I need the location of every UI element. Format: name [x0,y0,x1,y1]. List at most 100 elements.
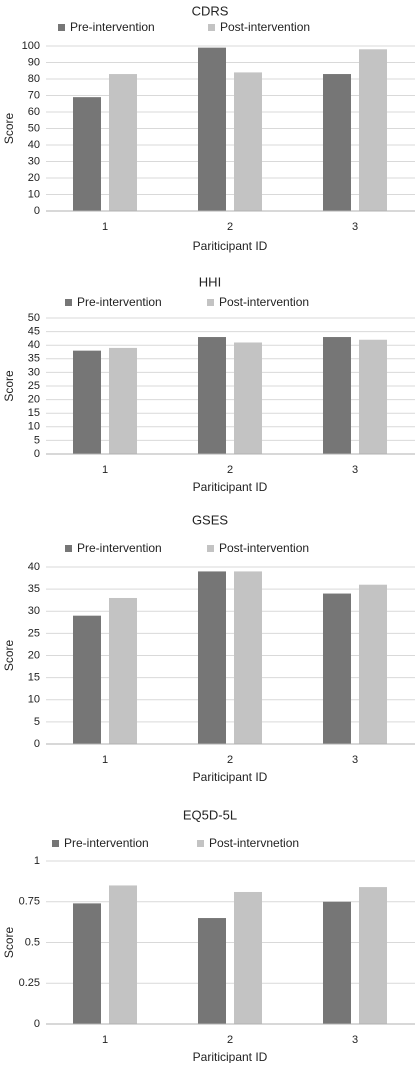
y-tick-label: 40 [28,339,40,351]
legend-label: Pre-intervention [77,295,162,309]
bar-pre-1 [73,97,101,211]
bar-post-2 [234,891,262,1024]
legend-swatch [65,545,72,552]
bar-post-1 [109,74,137,211]
x-tick-label: 1 [102,1034,108,1046]
x-tick-label: 3 [352,1034,358,1046]
y-tick-label: 10 [28,188,40,200]
bar-post-1 [109,885,137,1024]
bar-post-2 [234,72,262,212]
x-tick-label: 1 [102,464,108,476]
y-tick-label: 20 [28,649,40,661]
y-tick-label: 5 [34,716,40,728]
chart-panel-hhi: HHI Pre-intervention Post-intervention 0 510… [2,274,415,494]
legend-swatch [208,24,215,31]
legend-label: Pre-intervention [77,541,162,555]
y-axis-label: Score [2,370,16,402]
bar-post-1 [109,347,137,454]
y-tick-label: 30 [28,366,40,378]
bar-pre-1 [73,903,101,1024]
y-tick-label: 15 [28,672,40,684]
bar-post-1 [109,597,137,744]
y-tick-label: 90 [28,56,40,68]
y-tick-label: 5 [34,434,40,446]
y-axis-label: Score [2,640,16,672]
y-tick-label: 100 [22,40,40,52]
x-axis-label: Pariticipant ID [193,480,268,494]
legend-swatch [207,545,214,552]
chart-title: GSES [192,512,228,527]
y-tick-label: 0.75 [19,896,40,908]
x-tick-label: 2 [227,754,233,766]
bar-post-2 [234,571,262,744]
legend-swatch [52,840,59,847]
bar-pre-1 [73,350,101,454]
x-tick-label: 2 [227,464,233,476]
x-tick-label: 3 [352,221,358,233]
bar-pre-3 [323,337,351,454]
legend-label: Post-intervention [219,295,309,309]
y-tick-label: 0 [34,205,40,217]
y-axis-label: Score [2,927,16,959]
x-tick-label: 1 [102,221,108,233]
legend-label: Post-intervention [220,20,310,34]
bar-post-3 [359,49,387,211]
y-tick-label: 0.5 [25,936,40,948]
x-axis-label: Pariticipant ID [193,239,268,253]
y-tick-label: 0 [34,448,40,460]
chart-title: EQ5D-5L [183,807,237,822]
bar-pre-2 [198,47,226,212]
y-tick-label: 20 [28,394,40,406]
chart-panel-eq5d-5l: EQ5D-5L Pre-intervention Post-intervnetion… [2,807,415,1064]
legend-swatch [65,299,72,306]
bar-pre-3 [323,74,351,211]
y-tick-label: 30 [28,155,40,167]
x-tick-label: 2 [227,221,233,233]
y-tick-label: 40 [28,139,40,151]
x-axis-label: Pariticipant ID [193,770,268,784]
y-tick-label: 80 [28,73,40,85]
legend-swatch [207,299,214,306]
x-tick-label: 3 [352,464,358,476]
y-tick-label: 0 [34,738,40,750]
y-tick-label: 35 [28,583,40,595]
legend-swatch [58,24,65,31]
bar-pre-2 [198,337,226,454]
bar-pre-2 [198,571,226,744]
bar-pre-2 [198,918,226,1024]
legend-label: Post-intervention [219,541,309,555]
y-tick-label: 40 [28,561,40,573]
bar-pre-1 [73,615,101,744]
y-tick-label: 70 [28,89,40,101]
y-tick-label: 25 [28,627,40,639]
bar-pre-3 [323,901,351,1024]
chart-title: HHI [199,274,221,289]
y-tick-label: 30 [28,605,40,617]
bar-post-3 [359,887,387,1024]
y-tick-label: 35 [28,353,40,365]
x-tick-label: 2 [227,1034,233,1046]
x-axis-label: Pariticipant ID [193,1050,268,1063]
legend-label: Post-intervnetion [209,836,299,850]
y-tick-label: 0 [34,1018,40,1030]
bar-post-2 [234,342,262,454]
y-tick-label: 25 [28,380,40,392]
y-tick-label: 20 [28,172,40,184]
bar-post-3 [359,584,387,744]
bar-pre-3 [323,593,351,744]
y-tick-label: 10 [28,421,40,433]
y-tick-label: 60 [28,106,40,118]
y-tick-label: 50 [28,122,40,134]
y-tick-label: 15 [28,407,40,419]
legend-label: Pre-intervention [70,20,155,34]
y-tick-label: 0.25 [19,977,40,989]
x-tick-label: 1 [102,754,108,766]
y-tick-label: 50 [28,312,40,324]
chart-panel-gses: GSES Pre-intervention Post-intervention 0 5 1… [2,512,415,784]
chart-title: CDRS [192,3,229,18]
legend-label: Pre-intervention [64,836,149,850]
y-axis-label: Score [2,113,16,145]
y-tick-label: 1 [34,855,40,867]
y-tick-label: 45 [28,326,40,338]
